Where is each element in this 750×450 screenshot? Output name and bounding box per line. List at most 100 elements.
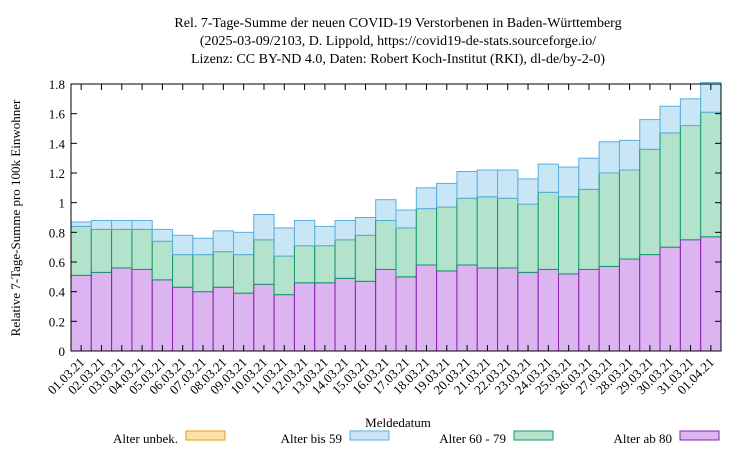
bar-alter-bis-59-01.03.21 [70,221,92,227]
bar-alter-60-79-31.03.21 [679,125,702,241]
bar-alter-bis-59-11.03.21 [273,227,295,257]
bar-alter-ab-80-03.03.21 [111,267,133,352]
bar-alter-bis-59-08.03.21 [212,230,235,253]
bar-alter-ab-80-09.03.21 [233,292,255,352]
bar-alter-ab-80-30.03.21 [659,246,681,352]
bar-alter-bis-59-22.03.21 [497,169,519,199]
bar-alter-60-79-11.03.21 [273,255,295,296]
bar-alter-ab-80-02.03.21 [90,271,113,352]
bar-alter-bis-59-12.03.21 [293,219,316,247]
bar-alter-ab-80-25.03.21 [558,273,580,352]
bar-alter-60-79-13.03.21 [314,245,336,284]
bar-alter-bis-59-06.03.21 [172,234,194,256]
legend-label: Alter ab 80 [614,431,672,446]
bar-alter-bis-59-09.03.21 [233,231,255,256]
legend-swatch [349,430,390,441]
bar-alter-bis-59-24.03.21 [537,163,560,193]
y-tick-label: 1.2 [49,166,65,181]
bar-alter-60-79-12.03.21 [293,245,316,284]
bar-alter-ab-80-10.03.21 [253,283,275,352]
bar-alter-60-79-25.03.21 [558,196,580,275]
bar-alter-60-79-15.03.21 [354,234,377,282]
bar-alter-ab-80-15.03.21 [354,280,377,352]
legend-label: Alter bis 59 [281,431,342,446]
bar-alter-ab-80-22.03.21 [497,267,519,352]
bar-alter-bis-59-29.03.21 [639,119,661,150]
bar-alter-60-79-16.03.21 [375,219,397,270]
bar-alter-60-79-22.03.21 [497,197,519,269]
y-tick-label: 0.4 [49,285,66,300]
bar-alter-bis-59-17.03.21 [395,209,417,229]
y-axis-label: Relative 7-Tage-Summe pro 100k Einwohner [8,99,23,336]
x-axis-label: Meldedatum [365,415,431,430]
legend-label: Alter 60 - 79 [439,431,506,446]
bar-alter-ab-80-01.04.21 [700,236,722,352]
bar-alter-60-79-28.03.21 [618,169,641,260]
bar-alter-ab-80-17.03.21 [395,276,417,352]
bar-alter-bis-59-07.03.21 [192,237,214,256]
bar-alter-60-79-30.03.21 [659,132,681,248]
bar-alter-60-79-26.03.21 [578,188,600,270]
bar-alter-60-79-04.03.21 [131,228,153,270]
bar-alter-60-79-03.03.21 [111,228,133,269]
bar-alter-bis-59-05.03.21 [151,228,174,242]
legend-swatch [185,430,226,441]
bar-alter-60-79-02.03.21 [90,228,113,273]
bar-alter-ab-80-26.03.21 [578,268,600,352]
bar-alter-60-79-07.03.21 [192,254,214,293]
bar-alter-60-79-06.03.21 [172,254,194,288]
bar-alter-60-79-27.03.21 [598,172,620,267]
bar-alter-ab-80-18.03.21 [415,264,438,352]
bar-alter-60-79-20.03.21 [456,197,478,266]
legend-swatch [679,430,720,441]
bar-alter-60-79-29.03.21 [639,148,661,256]
bar-alter-bis-59-23.03.21 [517,178,539,205]
bar-alter-ab-80-23.03.21 [517,271,539,352]
bar-alter-ab-80-05.03.21 [151,279,174,352]
legend: Alter unbek. Alter bis 59 Alter 60 - 79 Alt… [113,430,720,446]
bar-alter-bis-59-25.03.21 [558,166,580,198]
bar-alter-60-79-24.03.21 [537,191,560,270]
bar-alter-ab-80-21.03.21 [476,267,499,352]
bar-alter-ab-80-07.03.21 [192,291,214,352]
bar-alter-ab-80-01.03.21 [70,274,92,352]
bar-alter-ab-80-11.03.21 [273,294,295,352]
bar-alter-ab-80-27.03.21 [598,265,620,352]
y-tick-label: 0.8 [49,225,65,240]
y-tick-label: 1 [59,196,66,211]
chart-title-line-2: (2025-03-09/2103, D. Lippold, https://co… [200,34,596,49]
bar-alter-ab-80-28.03.21 [618,258,641,352]
y-tick-label: 0.2 [49,314,65,329]
bar-alter-60-79-21.03.21 [476,196,499,269]
bar-alter-ab-80-14.03.21 [334,277,356,352]
bar-alter-bis-59-20.03.21 [456,171,478,199]
bar-alter-60-79-01.04.21 [700,111,722,238]
bar-alter-ab-80-20.03.21 [456,264,478,352]
y-axis: 0 0.2 0.4 0.6 0.8 1 1.2 1.4 1.6 1.8 [49,77,721,359]
plot-area [70,83,722,352]
bar-alter-60-79-09.03.21 [233,254,255,294]
bar-alter-ab-80-16.03.21 [375,268,397,352]
bar-alter-60-79-18.03.21 [415,208,438,266]
bar-alter-bis-59-18.03.21 [415,187,438,210]
bar-alter-ab-80-08.03.21 [212,286,235,352]
bar-alter-bis-59-26.03.21 [578,157,600,190]
y-tick-label: 1.4 [49,136,66,151]
bar-alter-60-79-19.03.21 [436,206,458,272]
bar-alter-bis-59-19.03.21 [436,182,458,208]
bar-alter-bis-59-02.03.21 [90,219,113,230]
bar-alter-ab-80-24.03.21 [537,268,560,352]
y-tick-label: 1.8 [49,77,65,92]
bar-alter-bis-59-16.03.21 [375,199,397,221]
bar-alter-ab-80-31.03.21 [679,239,702,352]
bar-alter-ab-80-19.03.21 [436,270,458,352]
bar-alter-bis-59-15.03.21 [354,217,377,236]
bar-alter-60-79-23.03.21 [517,203,539,273]
bar-alter-bis-59-13.03.21 [314,225,336,247]
bar-alter-60-79-01.03.21 [70,225,92,276]
bar-alter-60-79-14.03.21 [334,239,356,279]
bar-alter-60-79-10.03.21 [253,239,275,285]
bar-alter-ab-80-13.03.21 [314,282,336,352]
chart-title-line-3: Lizenz: CC BY-ND 4.0, Daten: Robert Koch… [191,52,605,67]
